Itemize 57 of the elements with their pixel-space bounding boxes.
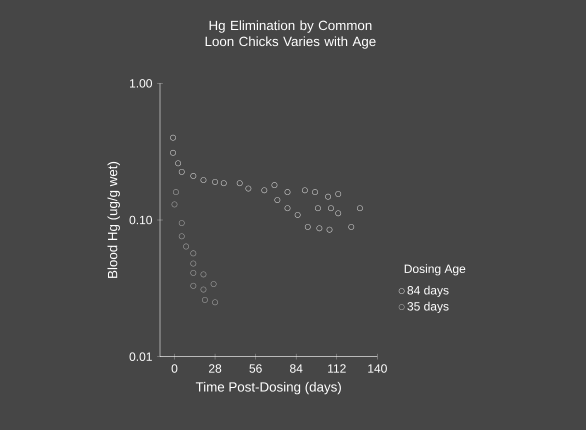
legend-label: 35 days [407, 302, 449, 313]
point [328, 205, 334, 212]
point [173, 189, 179, 196]
point [284, 189, 290, 196]
point [220, 180, 227, 186]
point [325, 194, 332, 200]
point [178, 233, 185, 240]
point [335, 191, 342, 197]
y-axis-title: Blood Hg (ug/g wet) [108, 162, 120, 278]
point [190, 270, 196, 276]
point [200, 177, 206, 183]
point [294, 212, 301, 218]
x-tick-label: 140 [368, 364, 387, 373]
legend-title: Dosing Age [404, 264, 466, 276]
point [190, 173, 196, 179]
point [314, 205, 321, 212]
point [261, 187, 268, 194]
point [272, 182, 278, 188]
point [183, 244, 190, 250]
x-tick-label: 56 [249, 364, 262, 373]
x-tick-label: 84 [290, 364, 303, 373]
y-tick-label: 0.10 [130, 216, 152, 224]
y-tick-label: 1.00 [130, 79, 152, 88]
point [326, 226, 332, 233]
point [170, 150, 176, 156]
point [274, 197, 280, 203]
x-tick-label: 28 [208, 364, 222, 373]
point [210, 281, 217, 287]
point [212, 299, 218, 306]
point [302, 187, 308, 194]
point [312, 189, 318, 196]
chart-title: Hg Elimination by Common Loon Chicks Varies with Age [206, 20, 376, 49]
x-tick-label: 0 [172, 364, 178, 373]
point [190, 282, 196, 289]
point [172, 201, 178, 208]
point [304, 224, 311, 230]
x-axis-title: Time Post-Dosing (days) [196, 382, 341, 394]
point [236, 180, 243, 186]
point [178, 220, 185, 226]
point [178, 168, 185, 175]
point [245, 186, 252, 192]
point [200, 286, 206, 292]
point [175, 160, 182, 166]
point [316, 225, 322, 232]
legend-label: 84 days [408, 286, 449, 297]
point [212, 178, 218, 185]
point [190, 250, 196, 256]
point [202, 297, 208, 303]
point [190, 260, 196, 267]
point [170, 134, 176, 141]
point [357, 205, 363, 212]
point [348, 224, 354, 230]
point [284, 205, 290, 212]
point [200, 271, 206, 278]
point [335, 210, 342, 216]
x-tick-label: 112 [328, 364, 346, 373]
y-tick-label: 0.01 [130, 352, 152, 361]
